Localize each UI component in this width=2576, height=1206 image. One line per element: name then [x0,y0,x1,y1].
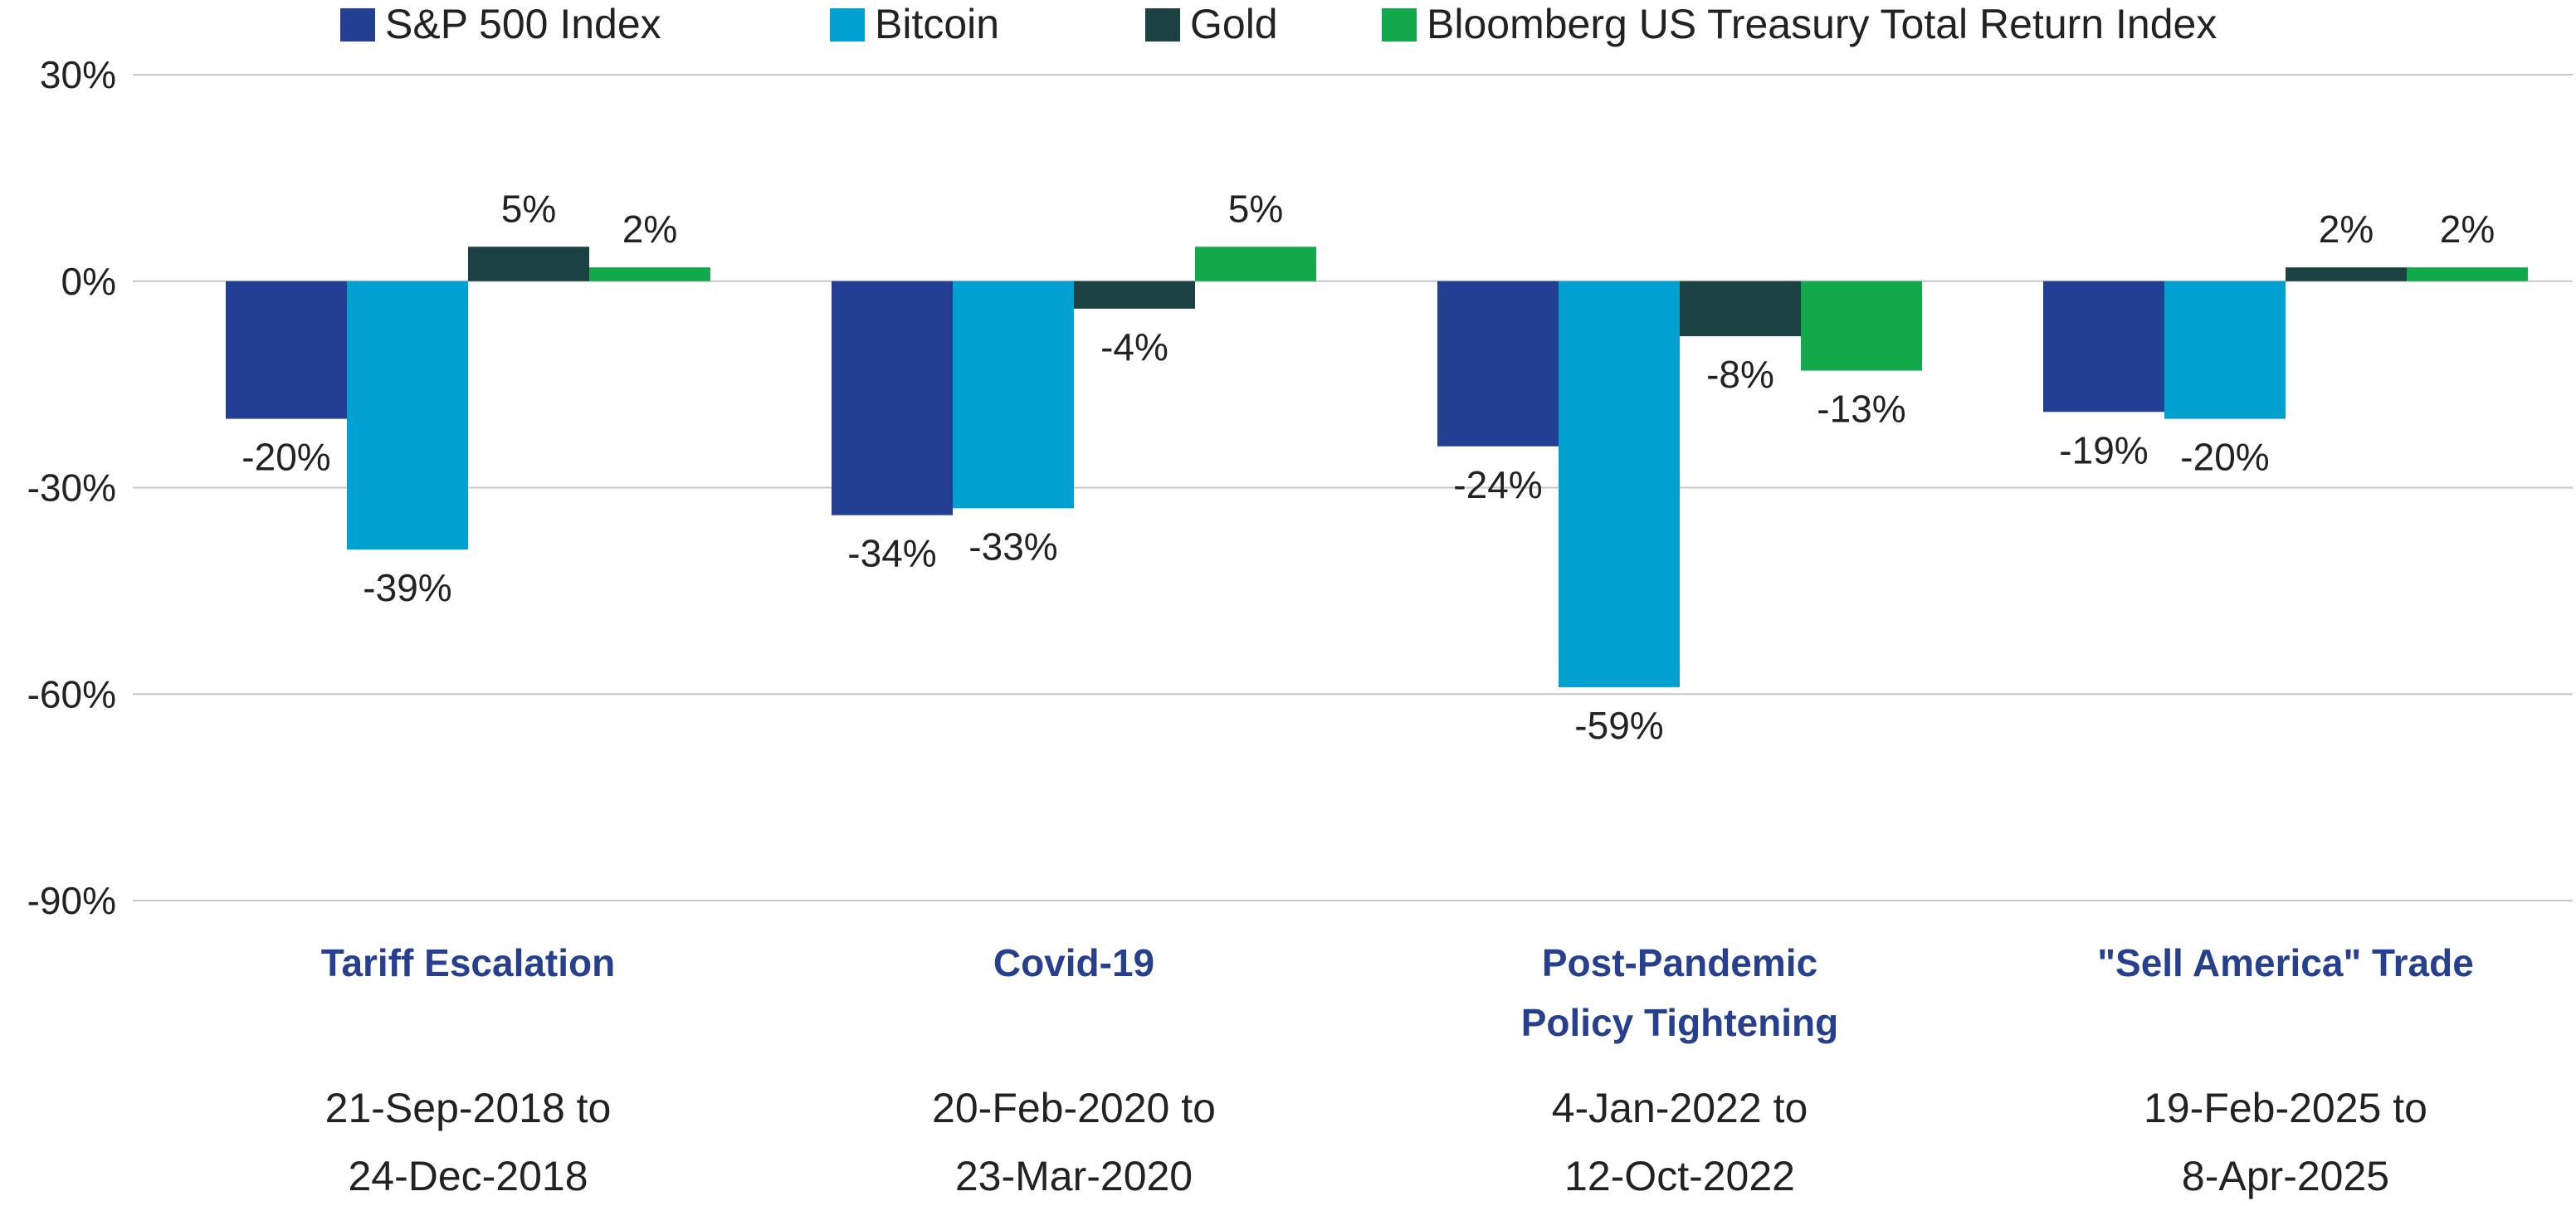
category-date-range: 4-Jan-2022 to [1552,1085,1808,1131]
y-tick-label: -60% [27,672,116,715]
bar-gold [468,247,589,281]
y-tick-label: -90% [27,879,116,922]
bar-bloomberg-us-treasury-total-return-index [1801,281,1922,371]
data-label: -4% [1100,325,1168,369]
data-label: 2% [622,208,677,251]
data-label: 2% [2440,208,2495,251]
bar-gold [1680,281,1801,337]
bar-bloomberg-us-treasury-total-return-index [1195,247,1316,281]
data-label: -19% [2059,428,2148,471]
data-label: -8% [1706,353,1774,396]
category-title: Post-Pandemic [1542,941,1817,984]
bar-gold [2286,267,2407,281]
bar-s-p-500-index [226,281,347,419]
legend-swatch [830,8,865,42]
bar-s-p-500-index [1437,281,1559,447]
data-label: 2% [2319,208,2374,251]
data-label: -59% [1574,704,1663,747]
data-label: -20% [242,436,330,479]
category-date-range: 19-Feb-2025 to [2144,1085,2427,1131]
category-title: "Sell America" Trade [2097,941,2474,984]
bar-bitcoin [953,281,1074,509]
legend-swatch [1382,8,1417,42]
legend-label: Bloomberg US Treasury Total Return Index [1427,1,2217,47]
category-date-range: 20-Feb-2020 to [932,1085,1216,1131]
y-tick-label: 30% [40,53,116,96]
bar-gold [1074,281,1195,309]
data-label: -39% [363,566,451,609]
legend-label: Bitcoin [875,1,999,47]
data-label: 5% [501,187,556,230]
data-label: -34% [847,532,936,575]
legend-swatch [1145,8,1180,42]
bar-bitcoin [347,281,468,550]
legend-label: Gold [1190,1,1278,47]
data-label: -33% [968,525,1057,568]
legend-swatch [340,8,375,42]
category-title: Tariff Escalation [321,941,615,984]
category-date-range: 21-Sep-2018 to [325,1085,612,1131]
category-date-range: 23-Mar-2020 [955,1153,1193,1199]
category-date-range: 8-Apr-2025 [2182,1153,2389,1199]
data-label: -13% [1817,388,1905,431]
category-date-range: 12-Oct-2022 [1564,1153,1795,1199]
y-tick-label: -30% [27,466,116,510]
y-tick-label: 0% [61,260,116,303]
bar-bloomberg-us-treasury-total-return-index [2407,267,2528,281]
category-title: Policy Tightening [1521,1001,1839,1044]
legend-label: S&P 500 Index [385,1,661,47]
data-label: -24% [1453,463,1542,506]
bar-s-p-500-index [2043,281,2164,413]
bar-bitcoin [1559,281,1680,687]
data-label: -20% [2180,436,2269,479]
category-title: Covid-19 [993,941,1154,984]
bar-bitcoin [2164,281,2286,419]
bar-bloomberg-us-treasury-total-return-index [589,267,710,281]
data-label: 5% [1228,187,1283,230]
category-date-range: 24-Dec-2018 [348,1153,588,1199]
bar-s-p-500-index [832,281,953,515]
